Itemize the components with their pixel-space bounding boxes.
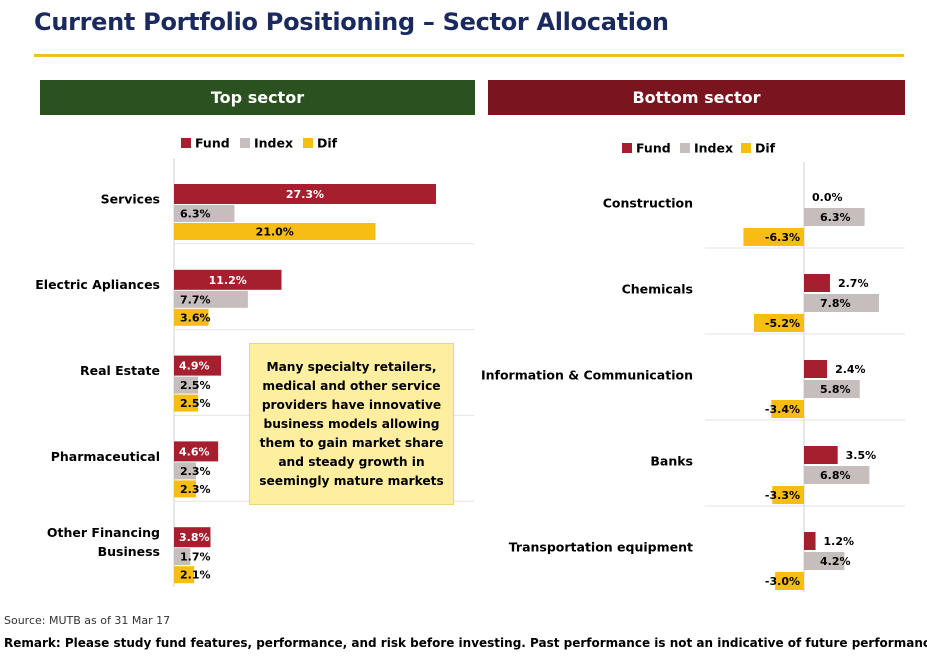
top-bar-dif bbox=[174, 308, 209, 326]
bottom-value-label-fund: 3.5% bbox=[846, 449, 877, 462]
top-bar-fund bbox=[174, 355, 222, 376]
bottom-bar-fund bbox=[804, 532, 816, 550]
bottom-value-label-dif: -6.3% bbox=[765, 231, 800, 244]
top-bar-dif bbox=[174, 480, 197, 498]
bottom-bar-fund bbox=[804, 360, 828, 378]
bottom-bar-dif bbox=[772, 486, 804, 504]
top-sector-header: Top sector bbox=[40, 80, 475, 115]
bottom-category-label: Construction bbox=[603, 196, 693, 211]
top-bar-index bbox=[174, 548, 191, 566]
top-legend-label-dif: Dif bbox=[317, 136, 338, 151]
top-value-label-fund: 4.9% bbox=[179, 360, 210, 373]
top-bar-index bbox=[174, 462, 197, 480]
bottom-bar-index bbox=[804, 208, 865, 226]
bottom-value-label-index: 7.8% bbox=[820, 297, 851, 310]
top-category-label: Real Estate bbox=[80, 363, 160, 378]
bottom-bar-dif bbox=[771, 400, 804, 418]
bottom-value-label-dif: -3.3% bbox=[765, 489, 800, 502]
bottom-bar-dif bbox=[743, 228, 804, 246]
page-title: Current Portfolio Positioning – Sector A… bbox=[34, 8, 669, 36]
bottom-value-label-fund: 2.7% bbox=[838, 277, 869, 290]
top-value-label-dif: 2.1% bbox=[180, 569, 211, 582]
bottom-legend-swatch-index bbox=[680, 143, 690, 153]
top-legend-swatch-dif bbox=[303, 138, 313, 148]
bottom-bar-dif bbox=[754, 314, 804, 332]
top-value-label-dif: 2.5% bbox=[180, 397, 211, 410]
bottom-bar-fund bbox=[804, 446, 838, 464]
callout-note: Many specialty retailers, medical and ot… bbox=[249, 343, 454, 505]
bottom-legend-swatch-fund bbox=[622, 143, 632, 153]
top-category-label: Services bbox=[101, 191, 160, 206]
top-category-label: Pharmaceutical bbox=[51, 449, 160, 464]
top-value-label-fund: 3.8% bbox=[179, 531, 210, 544]
top-category-label: Other Financing bbox=[47, 525, 160, 540]
source-note: Source: MUTB as of 31 Mar 17 bbox=[4, 614, 171, 627]
top-bar-dif bbox=[174, 223, 376, 240]
bottom-value-label-index: 5.8% bbox=[820, 383, 851, 396]
top-category-label: Electric Apliances bbox=[35, 277, 160, 292]
top-value-label-index: 6.3% bbox=[180, 208, 211, 221]
top-bar-index bbox=[174, 205, 235, 222]
bottom-bar-dif bbox=[775, 572, 804, 590]
bottom-bar-index bbox=[804, 380, 860, 398]
bottom-value-label-fund: 1.2% bbox=[824, 535, 855, 548]
bottom-category-label: Information & Communication bbox=[481, 368, 693, 383]
bottom-value-label-index: 6.8% bbox=[820, 469, 851, 482]
top-value-label-fund: 4.6% bbox=[179, 445, 210, 458]
top-bar-dif bbox=[174, 566, 195, 584]
top-bar-index bbox=[174, 290, 248, 308]
bottom-legend-label-dif: Dif bbox=[755, 141, 776, 156]
top-value-label-index: 2.5% bbox=[180, 379, 211, 392]
top-value-label-index: 7.7% bbox=[180, 293, 211, 306]
bottom-value-label-fund: 0.0% bbox=[812, 191, 843, 204]
top-bar-fund bbox=[174, 441, 219, 462]
bottom-legend-swatch-dif bbox=[741, 143, 751, 153]
title-underline bbox=[34, 54, 904, 57]
top-legend-swatch-index bbox=[240, 138, 250, 148]
bottom-value-label-index: 6.3% bbox=[820, 211, 851, 224]
top-value-label-index: 1.7% bbox=[180, 551, 211, 564]
bottom-category-label: Banks bbox=[650, 454, 693, 469]
bottom-bar-index bbox=[804, 466, 870, 484]
bottom-value-label-dif: -5.2% bbox=[765, 317, 800, 330]
top-value-label-dif: 3.6% bbox=[180, 311, 211, 324]
top-legend-swatch-fund bbox=[181, 138, 191, 148]
top-value-label-dif: 21.0% bbox=[256, 226, 294, 239]
bottom-value-label-index: 4.2% bbox=[820, 555, 851, 568]
top-value-label-index: 2.3% bbox=[180, 465, 211, 478]
top-bar-fund bbox=[174, 527, 211, 548]
top-value-label-dif: 2.3% bbox=[180, 483, 211, 496]
bottom-value-label-dif: -3.4% bbox=[765, 403, 800, 416]
top-bar-index bbox=[174, 376, 198, 394]
bottom-bar-index bbox=[804, 294, 879, 312]
top-bar-dif bbox=[174, 394, 198, 412]
bottom-value-label-fund: 2.4% bbox=[835, 363, 866, 376]
remark-note: Remark: Please study fund features, perf… bbox=[4, 636, 927, 650]
bottom-category-label: Transportation equipment bbox=[509, 540, 693, 555]
top-legend-label-index: Index bbox=[254, 136, 293, 151]
top-value-label-fund: 27.3% bbox=[286, 188, 324, 201]
top-bar-fund bbox=[174, 184, 436, 204]
bottom-value-label-dif: -3.0% bbox=[765, 575, 800, 588]
top-legend-label-fund: Fund bbox=[195, 136, 230, 151]
top-bar-fund bbox=[174, 269, 282, 290]
bottom-sector-header: Bottom sector bbox=[488, 80, 905, 115]
bottom-category-label: Chemicals bbox=[622, 282, 693, 297]
bottom-bar-fund bbox=[804, 274, 830, 292]
top-category-label: Business bbox=[98, 544, 160, 559]
bottom-bar-index bbox=[804, 552, 845, 570]
callout-text: Many specialty retailers, medical and ot… bbox=[259, 359, 444, 488]
bottom-legend-label-fund: Fund bbox=[636, 141, 671, 156]
bottom-legend-label-index: Index bbox=[694, 141, 733, 156]
top-value-label-fund: 11.2% bbox=[209, 274, 247, 287]
